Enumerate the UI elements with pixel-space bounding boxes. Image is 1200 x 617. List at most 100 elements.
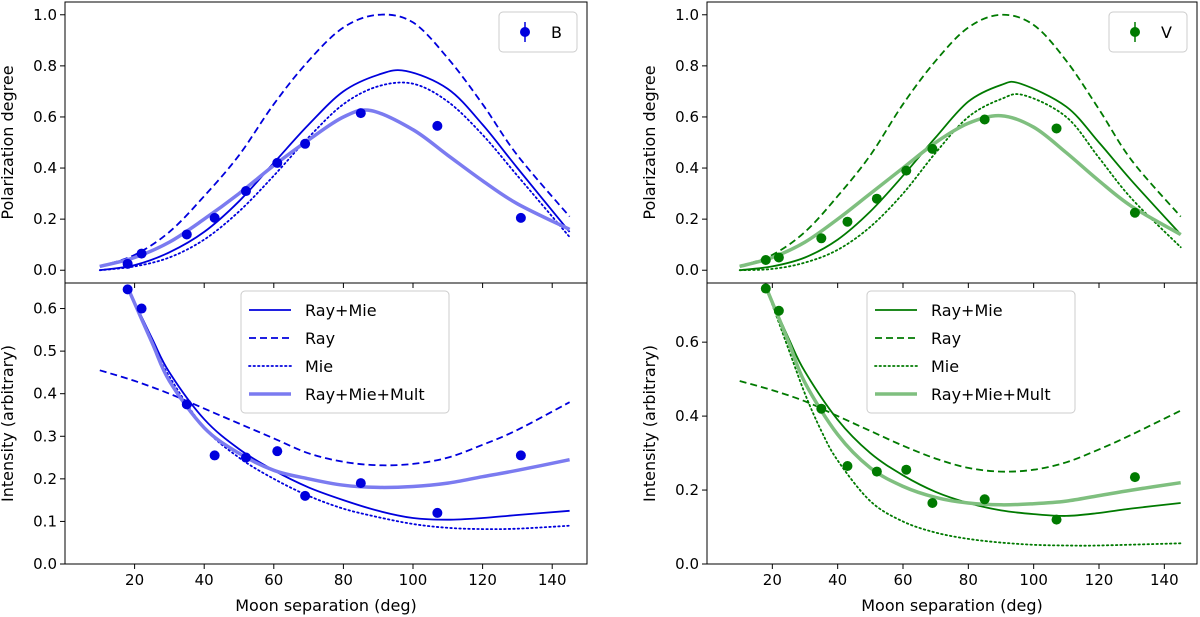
data-point bbox=[181, 399, 192, 410]
series-line-ray bbox=[99, 369, 571, 467]
legend-box bbox=[498, 11, 578, 53]
x-tick-label: 20 bbox=[763, 571, 782, 589]
y-tick-label: 0.0 bbox=[675, 261, 699, 279]
x-axis-label: Moon separation (deg) bbox=[861, 596, 1043, 615]
legend-label: Ray+Mie+Mult bbox=[305, 385, 425, 404]
panel-pol-V: 0.0 0.2 0.4 0.6 0.8 1.0 Polarization degree V bbox=[640, 1, 1198, 288]
data-point bbox=[300, 490, 311, 501]
data-point bbox=[927, 497, 938, 508]
x-tick-label: 40 bbox=[828, 571, 847, 589]
series-line-ray-mie-mult bbox=[126, 286, 570, 490]
y-axis-label: Intensity (arbitrary) bbox=[0, 345, 17, 502]
data-point bbox=[432, 507, 443, 518]
legend-box bbox=[866, 290, 1076, 414]
x-tick-label: 140 bbox=[538, 571, 567, 589]
y-tick-label: 1.0 bbox=[33, 6, 57, 24]
data-point bbox=[1129, 207, 1140, 218]
legend-label: B bbox=[551, 23, 562, 42]
data-point bbox=[979, 494, 990, 505]
legend-marker bbox=[1130, 27, 1140, 37]
plot-area bbox=[99, 284, 571, 531]
y-tick-label: 0.8 bbox=[33, 57, 57, 75]
data-point bbox=[240, 452, 251, 463]
data-point bbox=[355, 108, 366, 119]
data-point bbox=[122, 284, 133, 295]
plot-area bbox=[738, 13, 1182, 272]
data-point bbox=[209, 212, 220, 223]
data-point bbox=[272, 157, 283, 168]
y-tick-label: 1.0 bbox=[675, 6, 699, 24]
data-point bbox=[816, 233, 827, 244]
series-line-ray-mie bbox=[764, 286, 1181, 517]
legend-box bbox=[1108, 11, 1188, 53]
data-point bbox=[515, 212, 526, 223]
panel-pol-B: 0.0 0.2 0.4 0.6 0.8 1.0 Polarization degree B bbox=[0, 1, 588, 288]
legend-label: Ray bbox=[305, 329, 335, 348]
series-line-ray-mie-mult bbox=[764, 286, 1181, 507]
plot-area bbox=[98, 13, 571, 272]
data-point bbox=[240, 186, 251, 197]
series-line-ray-mie bbox=[126, 286, 570, 521]
y-tick-label: 0.6 bbox=[675, 333, 699, 351]
y-tick-label: 0.4 bbox=[675, 159, 699, 177]
x-tick-label: 120 bbox=[468, 571, 497, 589]
series-line-ray-mie bbox=[739, 80, 1182, 272]
x-axis-label: Moon separation (deg) bbox=[235, 596, 417, 615]
data-point bbox=[209, 450, 220, 461]
data-point bbox=[842, 461, 853, 472]
data-point bbox=[1051, 514, 1062, 525]
data-point bbox=[136, 248, 147, 259]
legend-marker bbox=[520, 27, 530, 37]
y-axis-label: Polarization degree bbox=[640, 65, 659, 219]
y-tick-label: 0.5 bbox=[33, 342, 57, 360]
data-point bbox=[773, 252, 784, 263]
y-tick-label: 0.8 bbox=[675, 57, 699, 75]
x-tick-label: 60 bbox=[264, 571, 283, 589]
y-tick-label: 0.3 bbox=[33, 427, 57, 445]
data-point bbox=[432, 120, 443, 131]
x-tick-label: 80 bbox=[959, 571, 978, 589]
data-point bbox=[122, 258, 133, 269]
x-tick-label: 20 bbox=[125, 571, 144, 589]
data-point bbox=[272, 446, 283, 457]
series-line-ray bbox=[739, 13, 1182, 268]
legend-label: Mie bbox=[305, 357, 333, 376]
series-line-mie bbox=[764, 285, 1182, 547]
data-point bbox=[1129, 472, 1140, 483]
plot-area bbox=[739, 283, 1182, 547]
panel-int-B: 0.0 0.1 0.2 0.3 0.4 0.5 0.6 20 40 60 80 100 120 140 In… bbox=[0, 282, 588, 615]
legend: Ray+Mie Ray Mie Ray+Mie+Mult bbox=[866, 290, 1076, 414]
y-tick-label: 0.2 bbox=[675, 481, 699, 499]
data-point bbox=[816, 403, 827, 414]
y-tick-label: 0.2 bbox=[33, 470, 57, 488]
y-axis-label: Polarization degree bbox=[0, 65, 17, 219]
data-point bbox=[300, 138, 311, 149]
series-line-ray-mie-mult bbox=[739, 113, 1182, 269]
x-tick-label: 100 bbox=[399, 571, 428, 589]
x-tick-label: 100 bbox=[1019, 571, 1048, 589]
y-tick-label: 0.4 bbox=[675, 407, 699, 425]
y-tick-label: 0.6 bbox=[675, 108, 699, 126]
legend-label: V bbox=[1161, 23, 1172, 42]
series-line-mie bbox=[98, 81, 571, 272]
x-tick-label: 80 bbox=[334, 571, 353, 589]
data-point bbox=[927, 143, 938, 154]
x-tick-label: 60 bbox=[893, 571, 912, 589]
legend-label: Mie bbox=[931, 357, 959, 376]
x-tick-label: 120 bbox=[1085, 571, 1114, 589]
data-point bbox=[871, 193, 882, 204]
y-tick-label: 0.0 bbox=[33, 555, 57, 573]
data-point bbox=[871, 466, 882, 477]
data-point bbox=[181, 229, 192, 240]
data-point bbox=[515, 450, 526, 461]
data-point bbox=[773, 305, 784, 316]
series-line-mie bbox=[738, 93, 1182, 272]
y-tick-label: 0.6 bbox=[33, 108, 57, 126]
data-point bbox=[901, 464, 912, 475]
series-line-ray bbox=[99, 13, 571, 268]
data-point bbox=[979, 114, 990, 125]
data-point bbox=[760, 255, 771, 266]
series-line-ray-mie-mult bbox=[99, 108, 571, 269]
axes-frame bbox=[706, 282, 1198, 565]
